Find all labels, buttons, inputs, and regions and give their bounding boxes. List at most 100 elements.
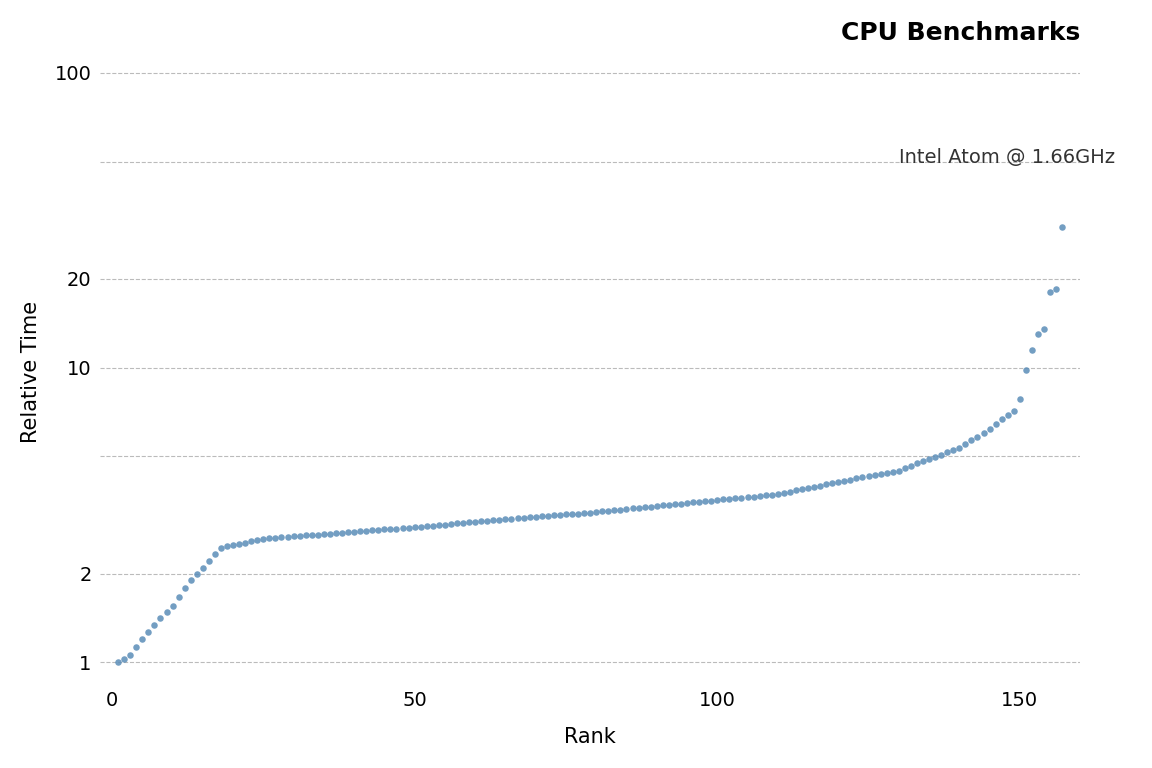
- Point: [878, 467, 896, 479]
- Point: [956, 438, 975, 450]
- Point: [914, 455, 932, 467]
- Point: [588, 506, 606, 518]
- Point: [472, 515, 491, 528]
- Point: [672, 498, 690, 510]
- Point: [169, 591, 188, 603]
- Point: [823, 477, 841, 489]
- Point: [629, 502, 647, 514]
- Point: [376, 523, 394, 535]
- Point: [599, 505, 617, 517]
- Point: [919, 453, 938, 465]
- Point: [660, 498, 679, 511]
- Point: [521, 511, 539, 524]
- Point: [545, 509, 563, 521]
- Point: [932, 449, 950, 461]
- Point: [950, 442, 969, 455]
- Point: [327, 527, 346, 539]
- Point: [798, 482, 817, 494]
- Point: [829, 475, 848, 488]
- Point: [465, 516, 484, 528]
- Point: [441, 518, 460, 530]
- Point: [708, 494, 727, 506]
- Point: [139, 626, 158, 638]
- Point: [642, 501, 660, 513]
- Point: [145, 619, 164, 631]
- Point: [623, 502, 642, 515]
- Point: [1010, 393, 1029, 406]
- Point: [817, 478, 835, 491]
- Point: [763, 488, 781, 501]
- Point: [134, 633, 152, 645]
- Point: [945, 444, 963, 456]
- Point: [653, 499, 672, 511]
- Point: [454, 517, 472, 529]
- Point: [593, 505, 612, 518]
- Point: [393, 522, 411, 535]
- Point: [158, 606, 176, 618]
- Point: [617, 503, 636, 515]
- Point: [357, 525, 376, 537]
- Point: [290, 530, 309, 542]
- Point: [127, 641, 145, 653]
- Point: [926, 451, 945, 463]
- Point: [1023, 343, 1041, 356]
- Point: [369, 524, 387, 536]
- Point: [320, 528, 339, 540]
- Point: [430, 519, 448, 531]
- Point: [975, 427, 993, 439]
- Point: [381, 523, 400, 535]
- Point: [448, 518, 467, 530]
- Point: [255, 533, 273, 545]
- Point: [151, 612, 169, 624]
- Point: [677, 497, 696, 509]
- Point: [539, 510, 558, 522]
- Point: [757, 489, 775, 502]
- Point: [569, 508, 588, 520]
- Point: [532, 510, 551, 522]
- Point: [279, 531, 297, 543]
- Point: [218, 540, 236, 552]
- Y-axis label: Relative Time: Relative Time: [21, 301, 40, 443]
- Point: [1029, 328, 1047, 340]
- Point: [738, 491, 757, 503]
- Point: [344, 525, 363, 538]
- Point: [285, 530, 303, 542]
- Point: [206, 548, 225, 560]
- Point: [260, 532, 279, 545]
- Point: [400, 521, 418, 534]
- Point: [406, 521, 424, 533]
- Point: [787, 485, 805, 497]
- Point: [768, 488, 787, 501]
- Point: [581, 506, 599, 518]
- Point: [272, 531, 290, 544]
- Point: [980, 423, 999, 435]
- Point: [889, 465, 908, 477]
- Text: Intel Atom @ 1.66GHz: Intel Atom @ 1.66GHz: [899, 147, 1115, 167]
- Point: [902, 459, 920, 472]
- Point: [460, 516, 478, 528]
- Point: [236, 536, 255, 548]
- Point: [199, 554, 218, 567]
- Point: [865, 468, 884, 481]
- Point: [714, 493, 733, 505]
- Point: [793, 483, 811, 495]
- Point: [720, 493, 738, 505]
- Point: [387, 522, 406, 535]
- Point: [859, 470, 878, 482]
- Point: [1005, 406, 1023, 418]
- Point: [351, 525, 370, 538]
- Point: [424, 519, 442, 531]
- Point: [774, 487, 793, 499]
- Point: [551, 509, 569, 521]
- Point: [514, 511, 532, 524]
- Point: [895, 462, 914, 475]
- Point: [296, 529, 314, 541]
- Point: [490, 514, 508, 526]
- Point: [1017, 364, 1036, 376]
- Point: [164, 600, 182, 612]
- Text: CPU Benchmarks: CPU Benchmarks: [841, 21, 1081, 45]
- Point: [1047, 283, 1066, 295]
- Point: [684, 496, 703, 508]
- Point: [805, 481, 824, 493]
- Point: [411, 521, 430, 533]
